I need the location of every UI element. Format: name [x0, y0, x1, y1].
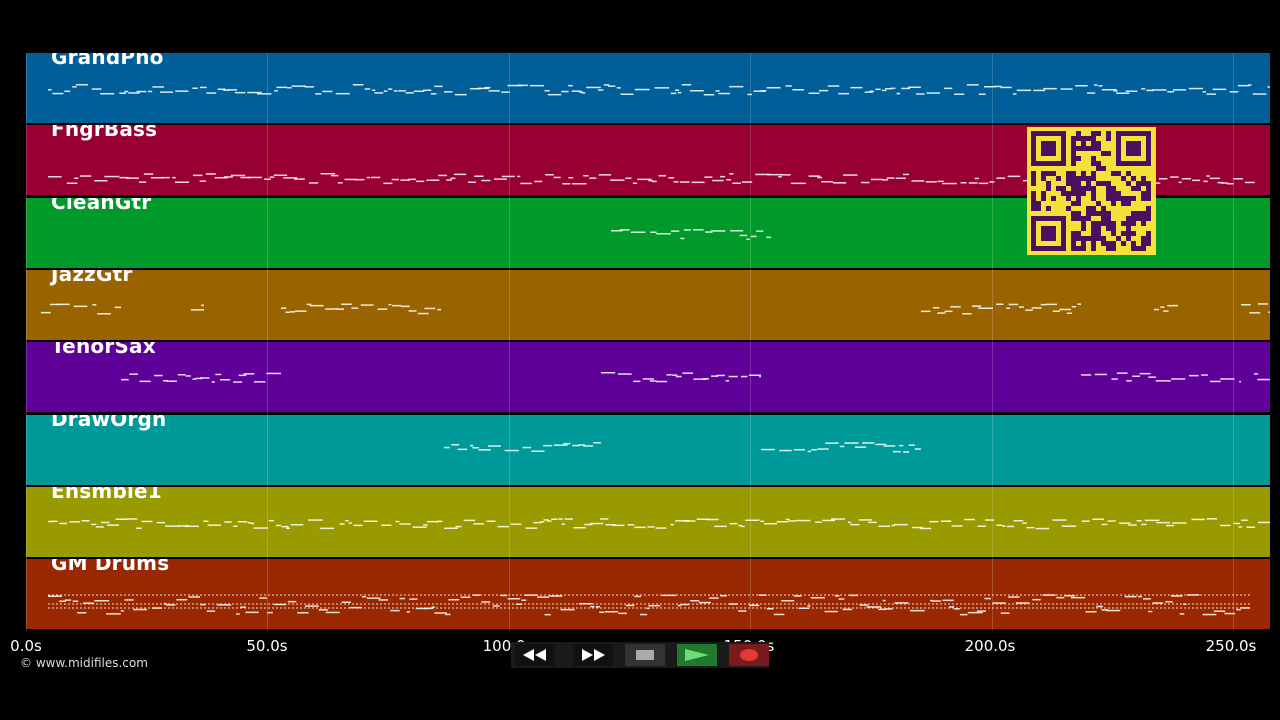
time-tick-label: 50.0s: [246, 637, 288, 655]
play-icon: [685, 649, 709, 661]
track-lane[interactable]: JazzGtr: [26, 269, 1270, 340]
note-marks: [41, 303, 1270, 315]
record-button[interactable]: [729, 644, 769, 666]
time-tick-label: 0.0s: [10, 637, 42, 655]
track-lane[interactable]: Ensmble1: [26, 486, 1270, 557]
track-name: GrandPno: [51, 53, 164, 69]
track-name: GM Drums: [51, 559, 170, 576]
qr-code-image: [1027, 127, 1156, 255]
track-name: CleanGtr: [51, 197, 152, 214]
track-lanes: GrandPno FngrBass CleanGtr JazzGtr TenorSax D…: [26, 53, 1270, 631]
track-lane[interactable]: TenorSax: [26, 342, 1270, 413]
time-tick-label: 250.0s: [1205, 637, 1257, 655]
note-marks: [444, 441, 921, 453]
time-gridline: [508, 53, 510, 631]
transport-bar: [511, 642, 769, 668]
note-marks: [611, 228, 771, 240]
rewind-button[interactable]: [515, 644, 555, 666]
track-lane[interactable]: GM Drums: [26, 559, 1270, 630]
track-name: TenorSax: [51, 342, 156, 359]
time-gridline: [750, 53, 752, 631]
fast-forward-button[interactable]: [573, 644, 613, 666]
time-gridline: [26, 53, 27, 631]
time-gridline: [1233, 53, 1234, 631]
record-icon: [740, 649, 758, 661]
stop-button[interactable]: [625, 644, 665, 666]
track-lane[interactable]: DrawOrgn: [26, 414, 1270, 485]
track-name: DrawOrgn: [51, 414, 167, 431]
track-name: FngrBass: [51, 125, 158, 142]
track-lane[interactable]: GrandPno: [26, 53, 1270, 123]
note-marks: [48, 517, 1270, 530]
note-marks: [121, 372, 1270, 383]
time-gridline: [991, 53, 993, 631]
play-button[interactable]: [677, 644, 717, 666]
stop-icon: [636, 650, 654, 660]
time-tick-label: 200.0s: [964, 637, 1016, 655]
note-marks: [48, 84, 1270, 96]
time-gridline: [267, 53, 269, 631]
copyright-text: © www.midifiles.com: [20, 656, 148, 670]
fast-forward-icon: [582, 649, 605, 661]
track-name: JazzGtr: [51, 269, 133, 286]
track-name: Ensmble1: [51, 486, 162, 503]
rewind-icon: [523, 649, 546, 661]
note-marks: [48, 594, 1250, 616]
